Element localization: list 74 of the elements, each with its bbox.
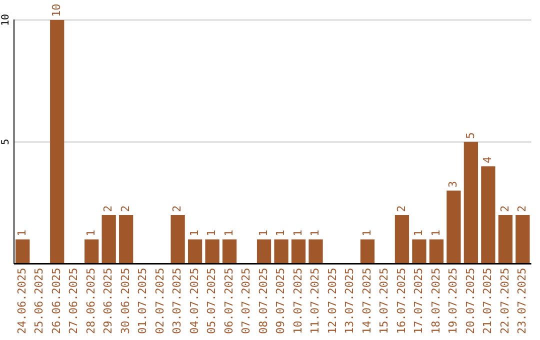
x-tick-label: 26.06.2025 — [50, 268, 63, 334]
x-tick-label: 01.07.2025 — [136, 268, 150, 334]
data-label: 1 — [205, 230, 218, 236]
data-label: 2 — [498, 205, 512, 212]
bar — [412, 239, 426, 264]
x-tick-label: 19.07.2025 — [446, 268, 460, 334]
x-tick-label: 13.07.2025 — [343, 268, 356, 334]
data-label: 1 — [84, 230, 98, 236]
data-label: 1 — [256, 230, 270, 236]
bar — [102, 215, 116, 264]
x-tick-label: 04.07.2025 — [188, 268, 201, 334]
data-label: 5 — [464, 132, 477, 139]
bar — [170, 215, 185, 264]
x-tick-label: 06.07.2025 — [222, 268, 236, 334]
x-tick-label: 21.07.2025 — [481, 268, 494, 334]
bar — [464, 142, 478, 264]
bar — [84, 239, 99, 264]
x-tick-label: 18.07.2025 — [429, 268, 442, 334]
bar — [308, 239, 323, 264]
bar — [50, 20, 64, 264]
data-label: 1 — [274, 230, 288, 236]
x-tick-label: 14.07.2025 — [360, 268, 374, 334]
x-tick-label: 29.06.2025 — [102, 268, 115, 334]
bar — [498, 215, 512, 264]
bar — [119, 215, 134, 264]
data-label: 2 — [102, 205, 115, 212]
bar — [446, 190, 461, 264]
bar — [291, 239, 306, 264]
data-label: 2 — [170, 205, 184, 212]
x-tick-label: 05.07.2025 — [205, 268, 218, 334]
x-tick-label: 07.07.2025 — [240, 268, 253, 334]
data-label: 1 — [291, 230, 304, 236]
x-tick-label: 24.06.2025 — [15, 268, 28, 334]
x-tick-label: 16.07.2025 — [394, 268, 408, 334]
x-tick-label: 12.07.2025 — [326, 268, 339, 334]
data-label: 1 — [308, 230, 322, 236]
bar — [188, 239, 202, 264]
bar — [394, 215, 410, 264]
bar — [222, 239, 237, 264]
data-label: 1 — [429, 230, 442, 236]
x-tick-label: 17.07.2025 — [412, 268, 426, 334]
x-tick-label: 28.06.2025 — [84, 268, 98, 334]
x-tick-label: 23.07.2025 — [516, 268, 529, 334]
data-label: 1 — [412, 230, 426, 236]
data-label: 1 — [188, 230, 201, 236]
bar — [429, 239, 444, 264]
bar — [205, 239, 220, 264]
x-tick-label: 10.07.2025 — [291, 268, 304, 334]
bar — [16, 239, 30, 264]
x-tick-label: 25.06.2025 — [32, 268, 46, 334]
x-tick-label: 22.07.2025 — [498, 268, 512, 334]
data-label: 2 — [118, 205, 132, 212]
x-tick-label: 03.07.2025 — [170, 268, 184, 334]
x-tick-label: 30.06.2025 — [118, 268, 132, 334]
bar — [256, 239, 272, 264]
x-tick-label: 27.06.2025 — [67, 268, 80, 334]
bar — [360, 239, 375, 264]
bar — [516, 215, 530, 264]
x-tick-label: 02.07.2025 — [153, 268, 166, 334]
data-label: 2 — [516, 205, 529, 212]
x-tick-label: 09.07.2025 — [274, 268, 288, 334]
data-label: 2 — [394, 205, 408, 212]
x-tick-label: 11.07.2025 — [308, 268, 322, 334]
data-label: 1 — [360, 230, 374, 236]
data-label: 3 — [446, 181, 460, 188]
x-tick-label: 15.07.2025 — [378, 268, 391, 334]
bar — [274, 239, 288, 264]
x-tick-label: 20.07.2025 — [464, 268, 477, 334]
data-label: 1 — [222, 230, 236, 236]
data-label: 4 — [481, 156, 494, 164]
bar — [481, 166, 496, 264]
data-label: 1 — [15, 230, 28, 236]
data-label: 10 — [50, 4, 63, 17]
x-tick-label: 08.07.2025 — [256, 268, 270, 334]
